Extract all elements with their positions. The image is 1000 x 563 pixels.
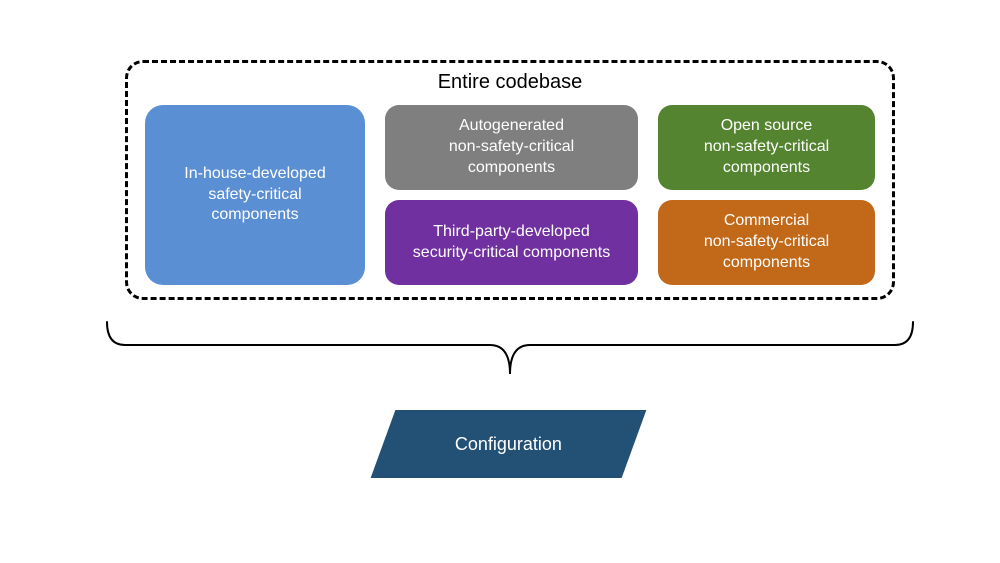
component-inhouse-label: In-house-developedsafety-criticalcompone… — [184, 164, 325, 226]
component-commercial-label: Commercialnon-safety-criticalcomponents — [704, 211, 829, 273]
component-autogenerated-label: Autogeneratednon-safety-criticalcomponen… — [449, 116, 574, 178]
component-thirdparty: Third-party-developedsecurity-critical c… — [385, 200, 638, 285]
component-opensource: Open sourcenon-safety-criticalcomponents — [658, 105, 875, 190]
component-opensource-label: Open sourcenon-safety-criticalcomponents — [704, 116, 829, 178]
configuration-box: Configuration — [371, 410, 647, 478]
codebase-title: Entire codebase — [128, 71, 892, 94]
bracket-icon — [105, 318, 915, 378]
component-commercial: Commercialnon-safety-criticalcomponents — [658, 200, 875, 285]
configuration-label: Configuration — [455, 434, 562, 455]
component-inhouse: In-house-developedsafety-criticalcompone… — [145, 105, 365, 285]
component-autogenerated: Autogeneratednon-safety-criticalcomponen… — [385, 105, 638, 190]
component-thirdparty-label: Third-party-developedsecurity-critical c… — [413, 222, 610, 264]
